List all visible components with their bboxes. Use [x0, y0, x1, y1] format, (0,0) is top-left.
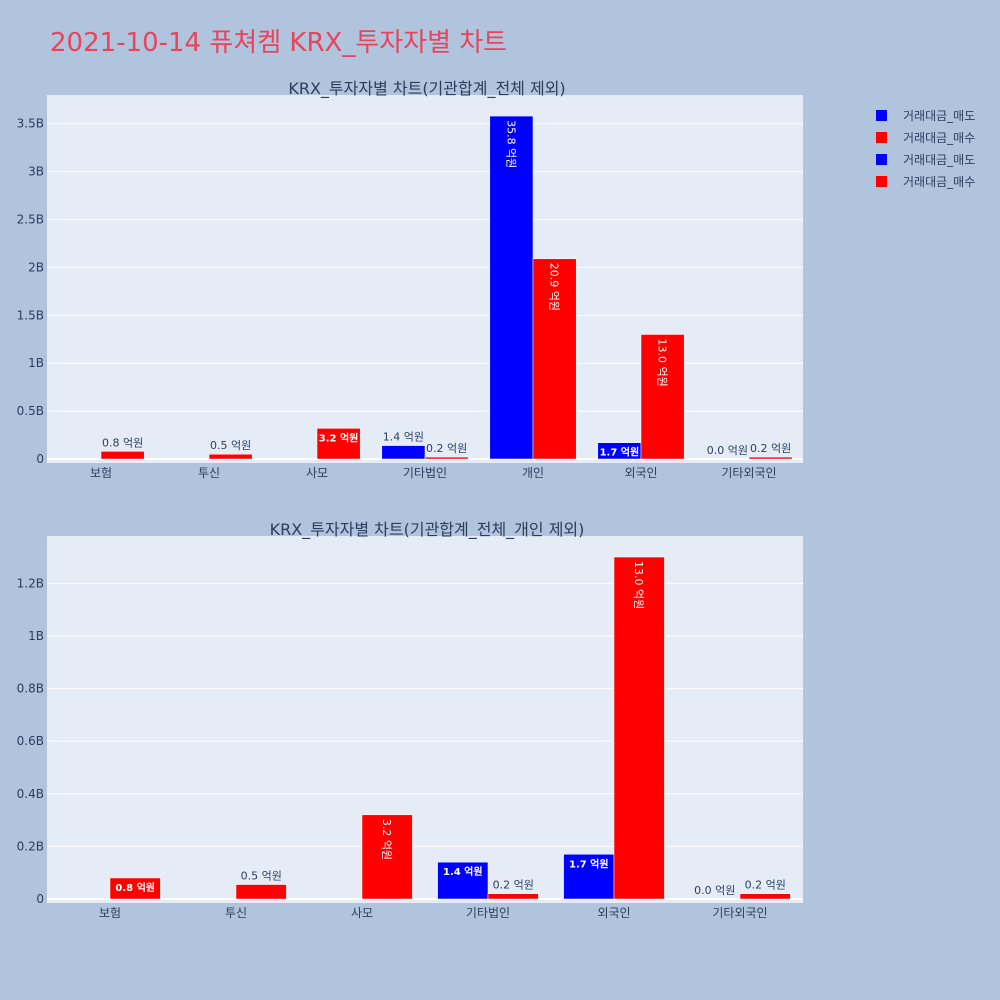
- data-label: 0.2 억원: [745, 879, 786, 892]
- bar: [316, 428, 361, 460]
- data-label: 0.8 억원: [115, 881, 155, 894]
- y-tick-label: 0.8B: [17, 682, 44, 696]
- data-label: 0.2 억원: [750, 442, 791, 455]
- legend-label: 거래대금_매도: [903, 152, 976, 167]
- chart-title: KRX_투자자별 차트(기관합계_전체 제외): [288, 79, 565, 99]
- x-tick-label: 기타외국인: [721, 466, 776, 480]
- y-tick-label: 2B: [28, 260, 44, 274]
- y-tick-label: 0.4B: [17, 787, 44, 801]
- legend-swatch: [876, 153, 887, 165]
- chart-top: 0 0.5B 1B 1.5B 2B 2.5B 3B 3.5B KRX_투자자별 차트(기관합계_…: [17, 79, 803, 480]
- x-tick-label: 외국인: [624, 466, 657, 480]
- data-label: 35.8 억원: [504, 120, 517, 168]
- x-tick-label: 외국인: [597, 906, 630, 920]
- legend-item[interactable]: 거래대금_매도: [876, 104, 975, 126]
- bar: [424, 456, 469, 460]
- x-tick-label: 기타법인: [403, 466, 447, 480]
- bar: [748, 456, 793, 460]
- legend-swatch: [876, 175, 887, 187]
- data-label: 20.9 억원: [548, 263, 561, 311]
- data-label: 1.7 억원: [569, 857, 609, 870]
- y-tick-label: 0.2B: [17, 839, 44, 853]
- data-label: 0.2 억원: [493, 879, 534, 892]
- data-label: 0.5 억원: [210, 439, 251, 452]
- data-label: 0.5 억원: [241, 870, 282, 883]
- data-label: 13.0 억원: [632, 561, 645, 609]
- bar: [361, 814, 413, 900]
- y-tick-label: 0: [36, 452, 44, 466]
- x-tick-label: 보험: [99, 906, 121, 920]
- y-tick-label: 1B: [28, 356, 44, 370]
- data-label: 13.0 억원: [656, 338, 669, 386]
- bar: [235, 884, 287, 900]
- chart-title: KRX_투자자별 차트(기관합계_전체_개인 제외): [270, 520, 585, 540]
- bar: [437, 861, 489, 900]
- bar: [532, 258, 577, 460]
- legend-swatch: [876, 131, 887, 143]
- legend: 거래대금_매도 거래대금_매수 거래대금_매도 거래대금_매수: [876, 104, 975, 192]
- x-tick-label: 사모: [351, 906, 373, 920]
- y-tick-label: 1B: [28, 629, 44, 643]
- data-label: 3.2 억원: [319, 431, 359, 444]
- y-tick-label: 0.5B: [17, 404, 44, 418]
- data-label: 0.2 억원: [426, 442, 467, 455]
- y-tick-label: 1.2B: [17, 576, 44, 590]
- legend-item[interactable]: 거래대금_매수: [876, 170, 975, 192]
- x-tick-label: 기타법인: [466, 906, 510, 920]
- data-label: 1.7 억원: [600, 446, 640, 459]
- y-tick-label: 1.5B: [17, 308, 44, 322]
- x-tick-label: 사모: [306, 466, 328, 480]
- bar: [381, 445, 426, 460]
- data-label: 0.0 억원: [707, 444, 748, 457]
- y-tick-label: 2.5B: [17, 213, 44, 227]
- y-tick-label: 3.5B: [17, 117, 44, 131]
- legend-label: 거래대금_매도: [903, 108, 976, 123]
- data-label: 1.4 억원: [443, 865, 483, 878]
- data-label: 0.0 억원: [694, 884, 735, 897]
- x-tick-label: 투신: [225, 906, 247, 920]
- x-tick-label: 개인: [522, 466, 544, 480]
- legend-item[interactable]: 거래대금_매도: [876, 148, 975, 170]
- bar: [208, 453, 253, 460]
- plot-area: [47, 536, 803, 903]
- x-tick-label: 투신: [198, 466, 220, 480]
- bar: [613, 556, 665, 900]
- x-tick-label: 기타외국인: [712, 906, 767, 920]
- bar: [563, 854, 615, 900]
- legend-label: 거래대금_매수: [903, 174, 976, 189]
- bar: [100, 451, 145, 460]
- bar: [487, 893, 539, 900]
- data-label: 3.2 억원: [380, 819, 393, 860]
- x-tick-label: 보험: [90, 466, 112, 480]
- legend-label: 거래대금_매수: [903, 130, 976, 145]
- data-label: 0.8 억원: [102, 436, 143, 449]
- y-tick-label: 0.6B: [17, 734, 44, 748]
- bar: [739, 893, 791, 900]
- y-tick-label: 0: [36, 892, 44, 906]
- bar: [109, 877, 161, 900]
- data-label: 1.4 억원: [383, 431, 424, 444]
- y-tick-label: 3B: [28, 165, 44, 179]
- page-title: 2021-10-14 퓨쳐켐 KRX_투자자별 차트: [50, 28, 508, 58]
- bar: [640, 334, 685, 460]
- legend-swatch: [876, 109, 887, 121]
- legend-item[interactable]: 거래대금_매수: [876, 126, 975, 148]
